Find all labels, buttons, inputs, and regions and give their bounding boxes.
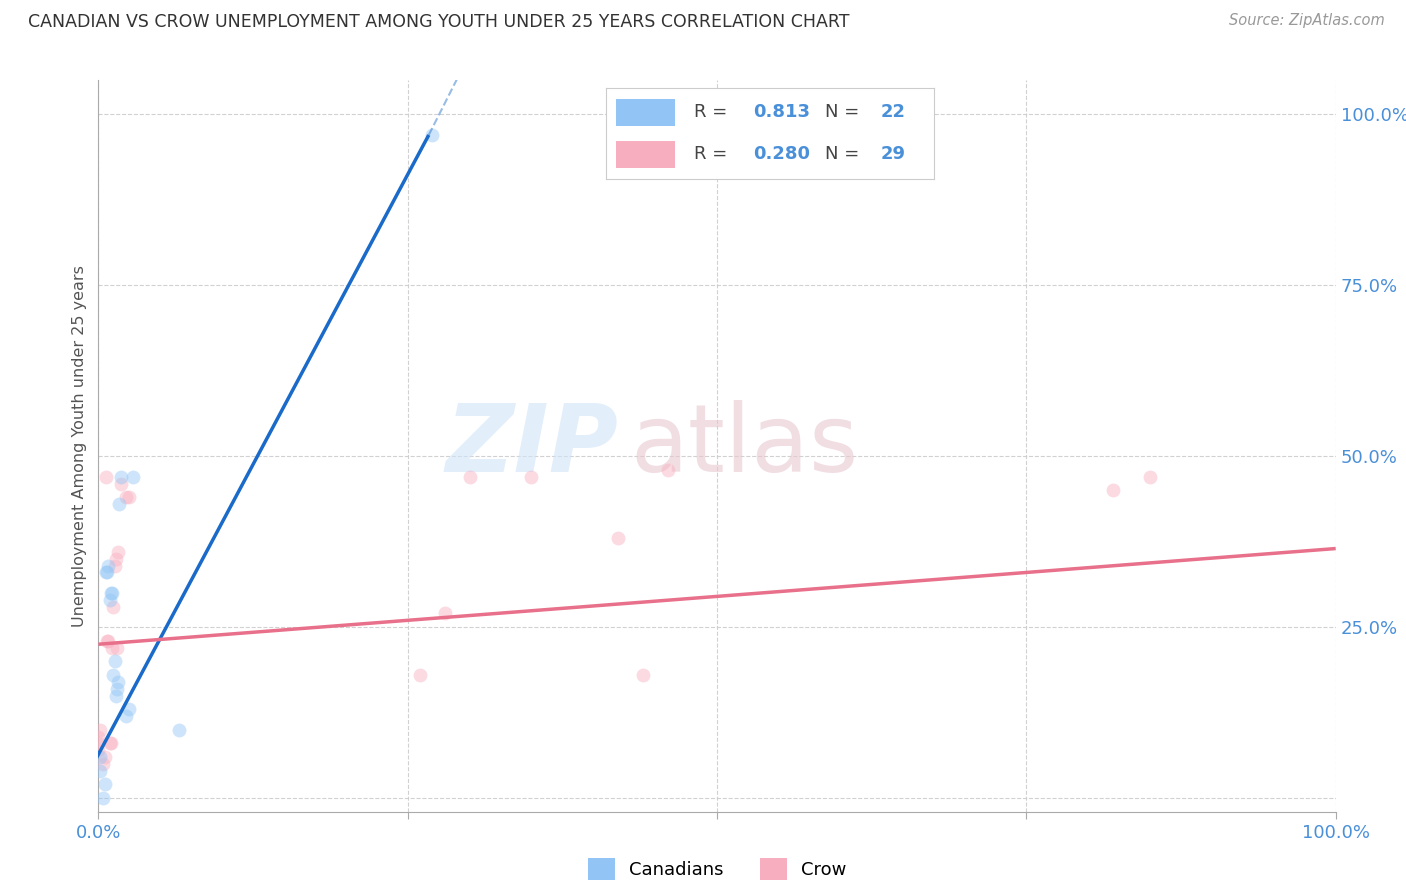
Point [104,689,127,703]
Point [97,558,120,573]
Point [93,756,115,771]
Point [98,592,121,607]
Point [422,128,444,142]
Point [110,469,132,483]
Point [87,736,110,750]
Point [1102,483,1125,498]
Point [433,607,456,621]
Point [657,463,679,477]
Point [458,469,481,483]
Point [103,654,125,668]
Point [122,469,145,483]
Text: CANADIAN VS CROW UNEMPLOYMENT AMONG YOUTH UNDER 25 YEARS CORRELATION CHART: CANADIAN VS CROW UNEMPLOYMENT AMONG YOUT… [28,13,849,31]
Y-axis label: Unemployment Among Youth under 25 years: Unemployment Among Youth under 25 years [72,265,87,627]
Point [108,497,131,511]
Point [167,723,190,737]
Point [89,723,111,737]
Text: Source: ZipAtlas.com: Source: ZipAtlas.com [1229,13,1385,29]
Text: atlas: atlas [630,400,859,492]
Point [89,750,111,764]
Point [104,551,127,566]
Point [520,469,543,483]
Point [114,490,136,504]
Legend: Canadians, Crow: Canadians, Crow [581,850,853,887]
Point [110,476,132,491]
Point [103,558,125,573]
Point [107,674,129,689]
Point [93,750,115,764]
Point [101,640,124,655]
Point [93,791,115,805]
Point [87,730,110,744]
Point [105,681,128,696]
Point [94,469,117,483]
Point [87,743,110,757]
Point [97,633,120,648]
Point [89,764,111,778]
Point [607,531,630,545]
Point [94,566,117,580]
Point [631,668,654,682]
Point [409,668,432,682]
Point [118,702,141,716]
Point [1139,469,1161,483]
Point [103,599,125,614]
Text: ZIP: ZIP [446,400,619,492]
Point [118,490,141,504]
Point [105,640,128,655]
Point [96,566,118,580]
Point [93,777,115,791]
Point [100,586,122,600]
Point [98,736,121,750]
Point [103,668,125,682]
Point [114,709,136,723]
Point [96,633,118,648]
Point [107,545,129,559]
Point [100,736,122,750]
Point [101,586,124,600]
